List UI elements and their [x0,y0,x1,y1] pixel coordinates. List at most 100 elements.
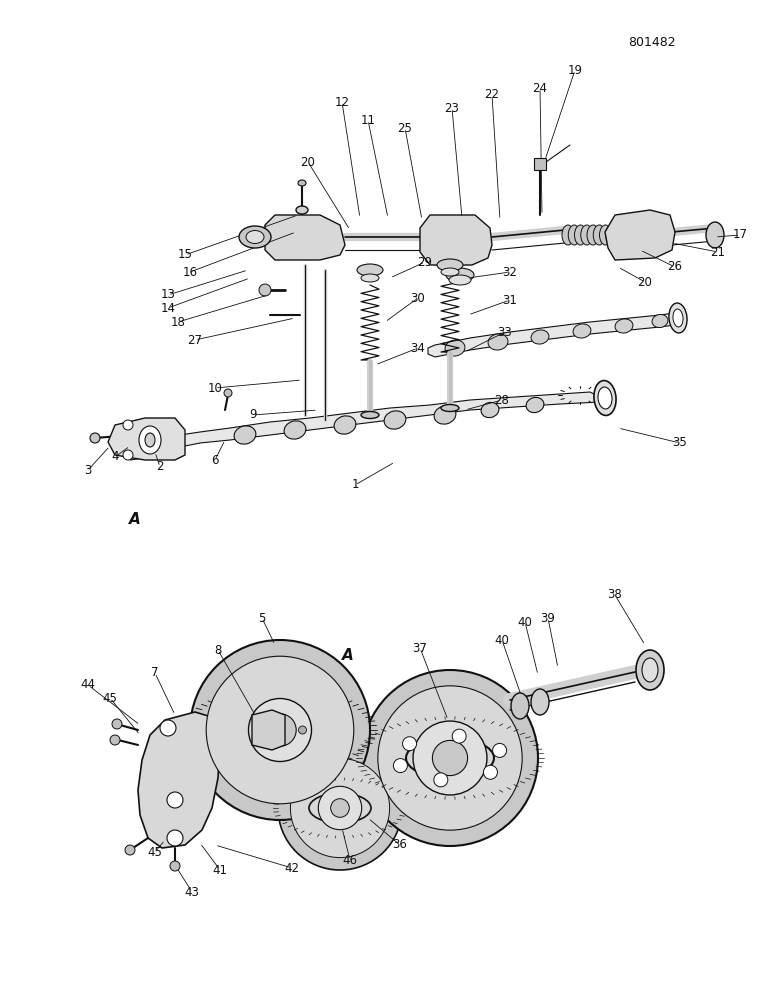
Text: 45: 45 [103,692,117,704]
Circle shape [278,746,402,870]
Ellipse shape [357,264,383,276]
Ellipse shape [481,402,499,418]
Ellipse shape [581,225,593,245]
Ellipse shape [652,314,668,328]
Ellipse shape [437,259,463,271]
Ellipse shape [384,411,406,429]
Text: 17: 17 [733,229,747,241]
Circle shape [253,726,262,734]
Text: 20: 20 [638,275,652,288]
Text: 19: 19 [567,64,583,77]
Text: 8: 8 [215,644,222,656]
Circle shape [378,686,522,830]
Circle shape [290,758,390,858]
Text: A: A [129,512,141,528]
Circle shape [206,656,354,804]
Text: 801482: 801482 [628,35,676,48]
Text: 6: 6 [212,454,218,466]
Ellipse shape [598,387,612,409]
Ellipse shape [642,658,658,682]
Ellipse shape [298,180,306,186]
Circle shape [125,845,135,855]
Text: 33: 33 [498,326,513,338]
Ellipse shape [511,693,529,719]
Ellipse shape [284,421,306,439]
Ellipse shape [669,303,687,333]
Circle shape [432,740,468,776]
Text: 43: 43 [185,886,199,898]
Ellipse shape [606,225,618,245]
Text: 46: 46 [343,854,357,866]
Ellipse shape [334,416,356,434]
Text: 38: 38 [608,588,622,601]
Ellipse shape [446,268,474,282]
Circle shape [318,786,362,830]
Ellipse shape [441,268,459,276]
Ellipse shape [434,406,456,424]
Circle shape [90,433,100,443]
Text: 23: 23 [445,102,459,114]
Polygon shape [534,158,546,170]
Text: 24: 24 [533,82,547,95]
Polygon shape [138,712,220,848]
Circle shape [123,450,133,460]
Polygon shape [420,215,492,265]
Polygon shape [265,215,345,260]
Ellipse shape [673,309,683,327]
Text: 22: 22 [485,89,499,102]
Text: 25: 25 [398,121,412,134]
Circle shape [264,714,296,746]
Ellipse shape [600,225,611,245]
Text: 21: 21 [710,245,726,258]
Circle shape [483,765,497,779]
Circle shape [190,640,370,820]
Text: 7: 7 [151,666,159,680]
Text: 29: 29 [418,255,432,268]
Ellipse shape [259,284,271,296]
Ellipse shape [488,334,508,350]
Circle shape [167,830,183,846]
Text: 13: 13 [161,288,175,302]
Ellipse shape [239,226,271,248]
Ellipse shape [449,275,471,285]
Ellipse shape [568,225,581,245]
Ellipse shape [441,404,459,412]
Circle shape [249,698,311,762]
Circle shape [452,729,466,743]
Text: A: A [342,648,354,662]
Ellipse shape [361,274,379,282]
Text: 41: 41 [212,863,228,876]
Polygon shape [108,418,185,460]
Circle shape [276,735,284,743]
Text: 20: 20 [300,155,316,168]
Ellipse shape [246,231,264,243]
Ellipse shape [587,225,599,245]
Text: 40: 40 [517,615,533,629]
Ellipse shape [296,206,308,214]
Circle shape [413,721,487,795]
Ellipse shape [706,222,724,248]
Polygon shape [130,392,600,460]
Text: 26: 26 [668,260,682,273]
Text: 11: 11 [361,113,375,126]
Circle shape [276,717,284,725]
Circle shape [123,420,133,430]
Circle shape [434,773,448,787]
Ellipse shape [574,225,587,245]
Ellipse shape [594,381,616,415]
Circle shape [167,792,183,808]
Text: 12: 12 [334,96,350,108]
Ellipse shape [361,412,379,418]
Text: 18: 18 [171,316,185,328]
Polygon shape [252,710,285,750]
Text: 34: 34 [411,342,425,355]
Ellipse shape [573,324,591,338]
Ellipse shape [445,340,465,356]
Circle shape [493,743,506,757]
Circle shape [299,726,306,734]
Text: 27: 27 [188,334,202,347]
Text: 16: 16 [182,265,198,278]
Ellipse shape [593,225,605,245]
Text: 4: 4 [111,450,119,464]
Text: 32: 32 [503,265,517,278]
